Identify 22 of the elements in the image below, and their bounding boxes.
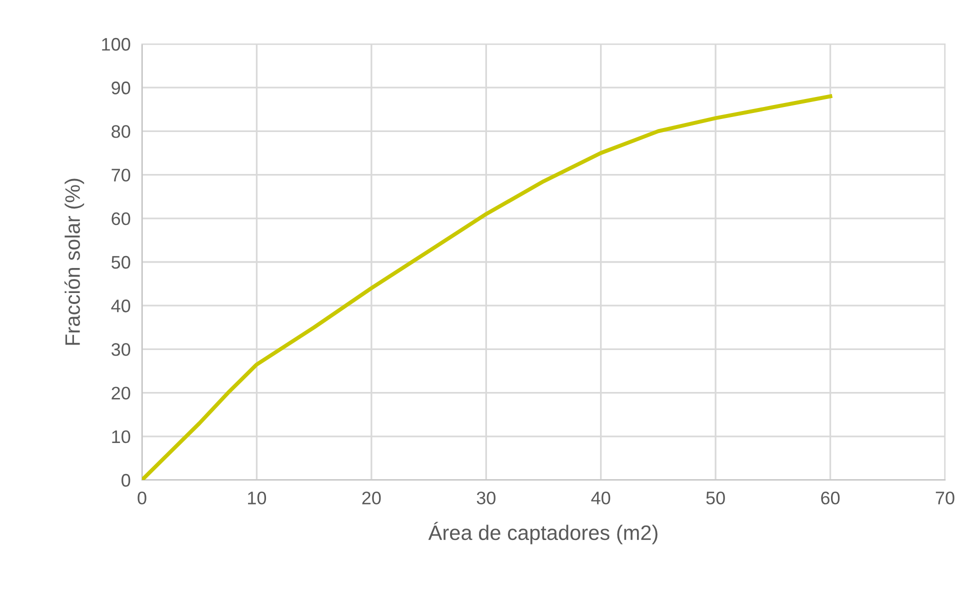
x-tick-label: 60: [821, 492, 840, 504]
y-tick-label: 70: [112, 168, 130, 182]
x-tick-label: 70: [936, 492, 954, 504]
x-tick-label: 40: [591, 492, 610, 504]
y-tick-label: 80: [112, 125, 130, 138]
y-tick-label: 0: [122, 474, 130, 487]
y-tick-label: 60: [112, 212, 130, 226]
y-tick-label: 30: [111, 343, 130, 356]
y-tick-label: 100: [102, 38, 130, 51]
y-tick-label: 10: [112, 430, 130, 444]
x-tick-label: 10: [248, 492, 266, 504]
x-tick-label: 20: [362, 492, 381, 504]
x-tick-label: 30: [476, 492, 496, 504]
y-tick-label: 20: [112, 386, 130, 400]
y-axis-title: Fracción solar (%): [64, 178, 84, 345]
y-tick-label: 90: [112, 82, 130, 94]
line-series: [142, 94, 832, 480]
x-tick-label: 50: [706, 492, 725, 504]
y-tick-label: 50: [112, 256, 130, 269]
y-tick-label: 40: [111, 300, 130, 312]
x-axis-title: Área de captadores (m2): [428, 522, 658, 544]
x-tick-label: 0: [138, 492, 146, 504]
